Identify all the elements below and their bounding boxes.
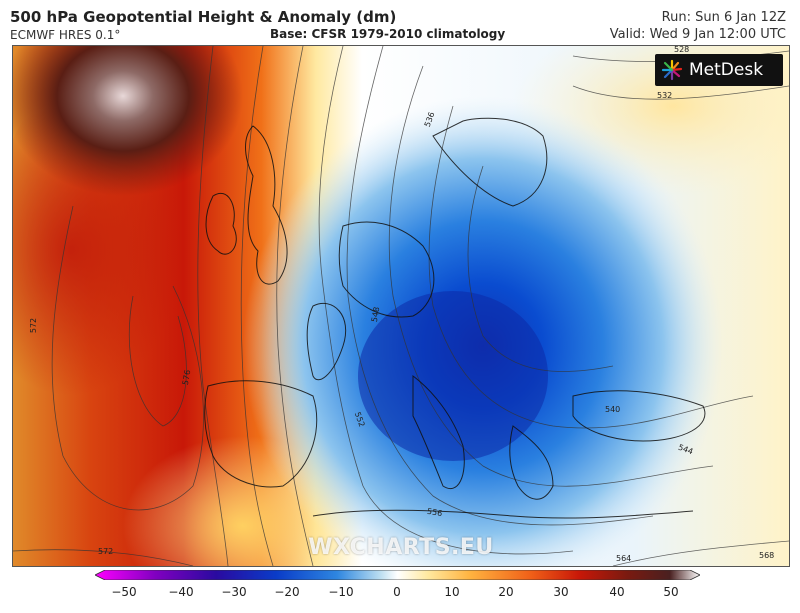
coast-north-sea <box>338 221 435 318</box>
contour-572 <box>51 205 204 511</box>
chart-title: 500 hPa Geopotential Height & Anomaly (d… <box>10 8 397 26</box>
colorbar-tick-label: −50 <box>111 585 137 599</box>
valid-time-label: Valid: Wed 9 Jan 12:00 UTC <box>609 27 786 42</box>
coast-ireland <box>205 193 237 255</box>
contour-532 <box>572 85 789 100</box>
coast-great-britain <box>245 125 288 285</box>
contour-576 <box>128 295 187 427</box>
colorbar-tick-label: 30 <box>553 585 569 599</box>
colorbar-tick-label: 40 <box>609 585 625 599</box>
contour-564 <box>240 46 274 566</box>
map-canvas <box>13 46 789 566</box>
colorbar-tick-label: 20 <box>498 585 514 599</box>
coast-baltic-scandinavia <box>432 117 548 207</box>
contour-556 <box>276 46 314 566</box>
coast-france-west <box>306 302 347 381</box>
colorbar-tick-label: 10 <box>444 585 460 599</box>
contour-540 <box>428 105 754 429</box>
metdesk-logo-text: MetDesk <box>689 60 764 80</box>
contour-568-south <box>612 540 789 566</box>
colorbar-tick-label: 50 <box>663 585 679 599</box>
contour-568 <box>197 46 229 566</box>
contour-572-south <box>13 549 194 566</box>
colorbar-tick-label: −20 <box>274 585 300 599</box>
wxcharts-watermark: WXCHARTS.EU <box>308 535 494 560</box>
metdesk-logo: MetDesk <box>655 54 783 86</box>
coast-black-sea <box>572 390 706 442</box>
metdesk-burst-icon <box>661 59 683 81</box>
contour-552 <box>318 46 574 555</box>
coast-north-africa <box>312 509 694 519</box>
positive-anomaly-northwest <box>13 46 243 196</box>
colorbar-tick-label: 0 <box>393 585 401 599</box>
colorbar-tick-label: −30 <box>221 585 247 599</box>
coast-iberia <box>204 380 318 488</box>
colorbar-tick-label: −40 <box>168 585 194 599</box>
anomaly-colorbar <box>95 570 700 580</box>
climatology-base-label: Base: CFSR 1979-2010 climatology <box>270 27 506 41</box>
run-time-label: Run: Sun 6 Jan 12Z <box>661 10 786 25</box>
anomaly-map: MetDesk WXCHARTS.EU <box>12 45 790 567</box>
coast-balkans <box>509 425 554 500</box>
colorbar-tick-label: −10 <box>328 585 354 599</box>
contour-548 <box>346 46 654 526</box>
colorbar-gradient <box>95 570 700 580</box>
coast-italy <box>412 374 465 489</box>
anomaly-core <box>358 291 548 461</box>
model-label: ECMWF HRES 0.1° <box>10 28 121 42</box>
contour-544 <box>388 65 714 487</box>
coastlines <box>204 117 706 519</box>
contour-536 <box>467 165 614 372</box>
